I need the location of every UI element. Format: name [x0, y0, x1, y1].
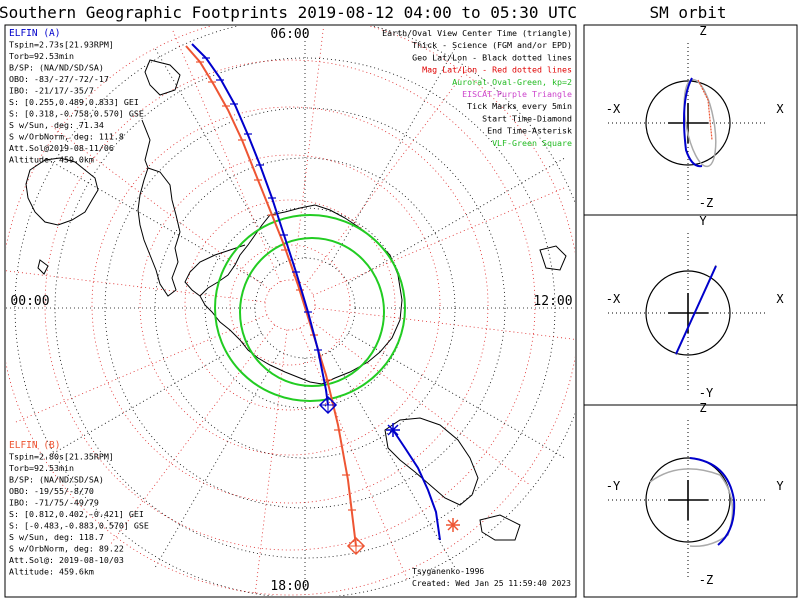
info-line: S: [-0.483,-0.883,0.570] GSE	[9, 521, 149, 531]
auroral-oval-outer	[214, 214, 406, 402]
info-line: ELFIN (B)	[9, 440, 60, 451]
hour-label-bottom: 18:00	[270, 579, 309, 594]
africa-outline	[25, 157, 99, 226]
legend-item: VLF-Green Square	[492, 138, 572, 148]
elfin-a-track	[191, 43, 441, 541]
sm-axis-top: Z	[699, 401, 706, 415]
south-america-outline	[137, 167, 181, 297]
elfin-b-info: ELFIN (B)Tspin=2.80s[21.35RPM]Torb=92.53…	[9, 440, 149, 577]
sm-axis-right: X	[776, 102, 784, 116]
sm-orbit-panels: Z -Z -X X Y -Y -X X Z -Z -Y Y	[606, 24, 785, 587]
info-line: Torb=92.53min	[9, 51, 74, 61]
sm-axis-bottom: -Y	[699, 386, 714, 400]
hour-label-top: 06:00	[270, 27, 309, 42]
sm-panel: Y -Y -X X	[606, 214, 785, 400]
legend-item: Tick Marks every 5min	[467, 101, 572, 111]
info-line: Torb=92.53min	[9, 463, 74, 473]
info-line: OBO: -19/55/-8/70	[9, 486, 94, 496]
south-america-north	[141, 119, 151, 169]
sm-axis-right: Y	[776, 479, 784, 493]
figure-title: Southern Geographic Footprints 2019-08-1…	[0, 3, 577, 22]
legend-item: Mag Lat/Lon - Red dotted lines	[422, 65, 572, 75]
info-line: OBO: -83/-27/-72/-17	[9, 74, 109, 84]
elfin-a-start-diamond	[318, 395, 338, 415]
legend-item: Geo Lat/Lon - Black dotted lines	[412, 52, 572, 62]
auroral-oval-inner	[239, 237, 385, 387]
main-panel-frame	[4, 24, 577, 598]
polar-map	[6, 26, 575, 596]
hour-label-left: 00:00	[10, 294, 49, 309]
sm-axis-right: X	[776, 292, 784, 306]
legend: Earth/Oval View Center Time (triangle) Th…	[382, 28, 572, 148]
legend-item: EISCAT-Purple Triangle	[462, 89, 572, 99]
mag-latlon-grid	[6, 26, 575, 596]
track-line	[392, 429, 441, 541]
sm-axis-top: Y	[699, 214, 707, 228]
sm-axis-left: -X	[606, 102, 621, 116]
legend-item: Auroral Oval-Green, kp=2	[452, 77, 572, 87]
antarctic-peninsula	[184, 244, 246, 297]
legend-item: Start Time-Diamond	[482, 113, 572, 123]
info-line: Att.Sol@2019-08-11/06	[9, 143, 114, 153]
info-line: Altitude: 459.0km	[9, 155, 94, 165]
side-panel-frame	[583, 24, 798, 598]
sm-panel: Z -Z -Y Y	[606, 401, 785, 587]
info-line: S w/Sun, deg: 118.7	[9, 532, 104, 542]
info-line: B/SP: (NA/ND/SD/SA)	[9, 63, 104, 73]
info-line: IBO: -71/75/-49/79	[9, 498, 99, 508]
info-line: S: [0.255,0.489,0.833] GEI	[9, 97, 139, 107]
elfin-b-track	[185, 45, 357, 547]
sm-axis-left: -Y	[606, 479, 621, 493]
africa-north-outline	[144, 59, 181, 96]
info-line: S w/Sun, deg: 71.34	[9, 120, 104, 130]
island-outline-2	[539, 245, 567, 271]
sm-axis-bottom: -Z	[699, 196, 713, 210]
elfin-b-start-diamond	[346, 536, 366, 556]
info-line: IBO: -21/17/-35/7	[9, 86, 94, 96]
legend-item: End Time-Asterisk	[487, 126, 572, 136]
info-line: Att.Sol@: 2019-08-10/03	[9, 555, 124, 565]
info-line: S w/OrbNorm, deg: 89.22	[9, 544, 124, 554]
australia-outline	[384, 417, 479, 506]
info-line: ELFIN (A)	[9, 28, 60, 39]
island-outline-1	[37, 259, 49, 275]
elfin-b-end-asterisk	[446, 518, 460, 532]
new-zealand-outline	[479, 514, 521, 541]
geo-meridians	[6, 26, 575, 596]
sm-panel: Z -Z -X X	[606, 24, 785, 210]
legend-item: Earth/Oval View Center Time (triangle)	[382, 28, 572, 38]
info-line: Altitude: 459.6km	[9, 567, 94, 577]
coastlines	[25, 59, 567, 541]
sm-axis-bottom: -Z	[699, 573, 713, 587]
elfin-a-end-asterisk	[386, 423, 400, 437]
model-credit: Tsyganenko-1996	[412, 567, 484, 576]
info-line: S w/OrbNorm, deg: 111.8	[9, 132, 124, 142]
elfin-a-info: ELFIN (A)Tspin=2.73s[21.93RPM]Torb=92.53…	[9, 28, 144, 165]
hour-label-right: 12:00	[533, 294, 572, 309]
info-line: S: [0.318,-0.758,0.570] GSE	[9, 109, 144, 119]
sm-axis-top: Z	[699, 24, 706, 38]
info-line: B/SP: (NA/ND/SD/SA)	[9, 475, 104, 485]
info-line: S: [0.812,0.402,-0.421] GEI	[9, 509, 144, 519]
info-line: Tspin=2.73s[21.93RPM]	[9, 40, 114, 50]
side-title: SM orbit	[649, 3, 726, 22]
auroral-oval	[214, 214, 406, 402]
track-line	[185, 45, 357, 547]
created-timestamp: Created: Wed Jan 25 11:59:40 2023	[412, 579, 571, 588]
legend-item: Thick - Science (FGM and/or EPD)	[412, 40, 572, 50]
info-line: Tspin=2.80s[21.35RPM]	[9, 452, 114, 462]
sm-axis-left: -X	[606, 292, 621, 306]
track-line	[191, 43, 329, 406]
